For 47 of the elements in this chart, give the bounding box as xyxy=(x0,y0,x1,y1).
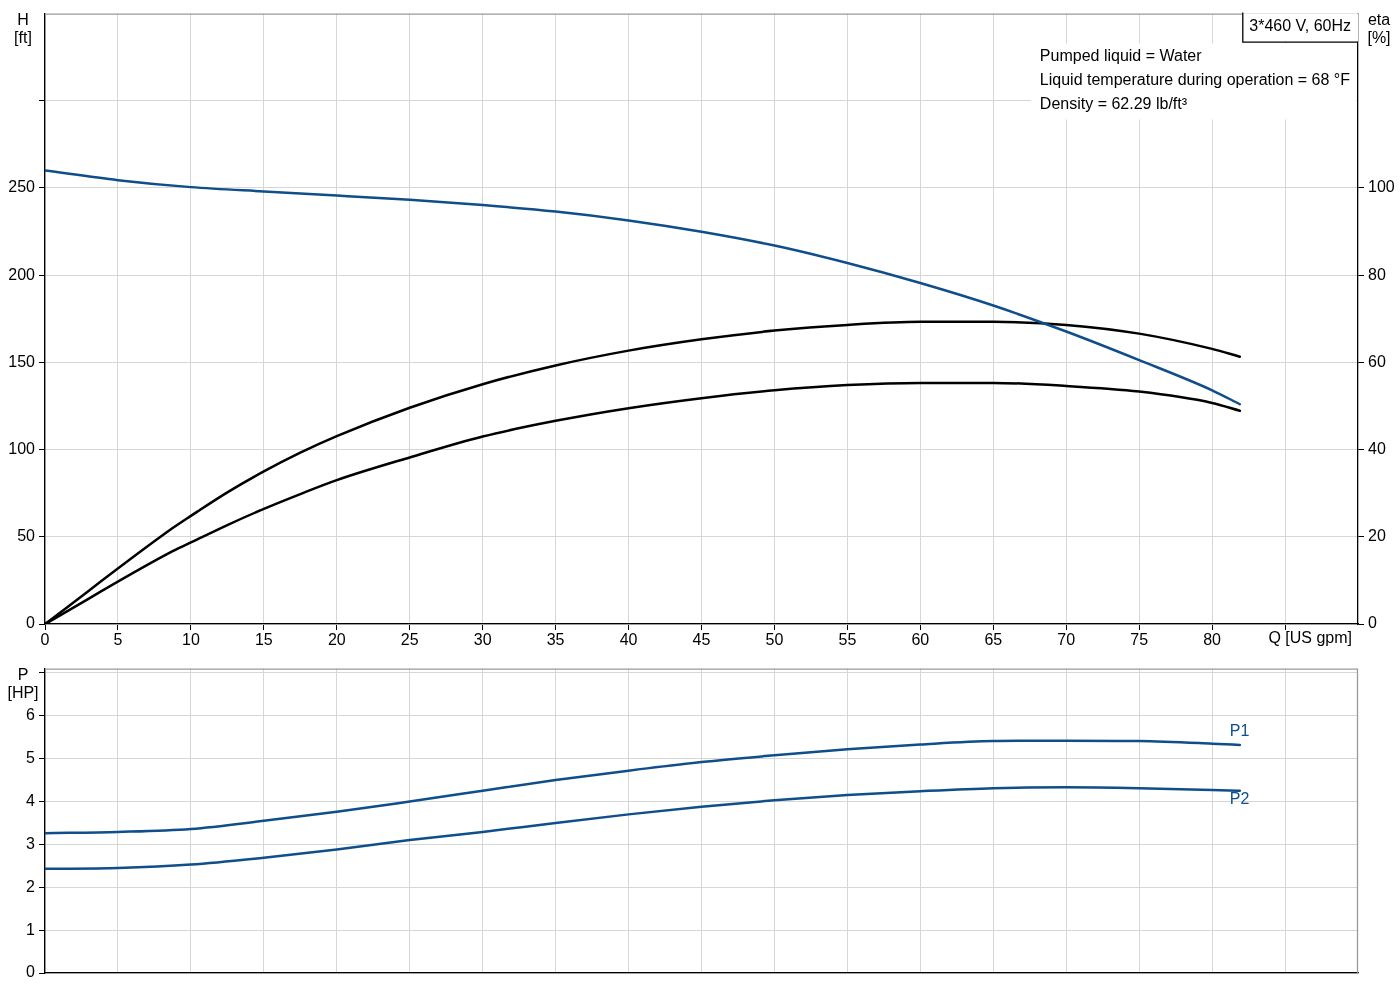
x-tick-label: 45 xyxy=(692,631,711,649)
y2-tick-label: 80 xyxy=(1368,265,1386,283)
x-tick-label: 5 xyxy=(113,631,123,649)
y-tick-label: 0 xyxy=(26,963,36,981)
x-tick-label: 50 xyxy=(765,631,784,649)
x-tick-label: 40 xyxy=(619,631,638,649)
y-tick-label: 50 xyxy=(17,527,36,545)
y-tick-label: 0 xyxy=(26,614,36,632)
y2-tick-label: 40 xyxy=(1368,440,1386,458)
annotation: Density = 62.29 lb/ft³ xyxy=(1039,95,1188,113)
y2-axis-title: eta [%] xyxy=(1367,11,1391,47)
y-tick-label: 4 xyxy=(26,791,36,809)
x-tick-label: 25 xyxy=(400,631,419,649)
annotation: Liquid temperature during operation = 68 °F xyxy=(1039,71,1351,89)
x-tick-label: 30 xyxy=(473,631,492,649)
y-axis-title: H [ft] xyxy=(14,11,32,47)
x-tick-label: 20 xyxy=(327,631,346,649)
x-tick-label: 65 xyxy=(984,631,1003,649)
series-label: P2 xyxy=(1229,790,1250,808)
x-tick-label: 60 xyxy=(911,631,930,649)
y-tick-label: 5 xyxy=(26,749,36,767)
y-tick-label: 150 xyxy=(8,352,36,370)
x-tick-label: 75 xyxy=(1130,631,1149,649)
y-tick-label: 200 xyxy=(8,265,36,283)
x-tick-label: 10 xyxy=(181,631,200,649)
annotation: Pumped liquid = Water xyxy=(1039,47,1203,65)
y-axis-title: P [HP] xyxy=(7,666,39,702)
y-tick-label: 6 xyxy=(26,706,36,724)
line-series xyxy=(45,169,1242,406)
x-tick-label: 80 xyxy=(1203,631,1222,649)
x-axis-title: Q [US gpm] xyxy=(1268,629,1352,647)
y-tick-label: 1 xyxy=(26,920,36,938)
y-tick-label: 100 xyxy=(8,440,36,458)
chart-title: 3*460 V, 60Hz xyxy=(1249,17,1352,35)
y2-tick-label: 20 xyxy=(1368,527,1386,545)
y-tick-label: 250 xyxy=(8,178,36,196)
y2-tick-label: 100 xyxy=(1368,178,1395,196)
y2-tick-label: 0 xyxy=(1368,614,1377,632)
y-tick-label: 2 xyxy=(26,877,36,895)
x-tick-label: 15 xyxy=(254,631,273,649)
x-tick-label: 55 xyxy=(838,631,857,649)
y-tick-label: 3 xyxy=(26,834,36,852)
x-tick-label: 35 xyxy=(546,631,565,649)
x-tick-label: 0 xyxy=(40,631,50,649)
series-label: P1 xyxy=(1229,722,1250,740)
y2-tick-label: 60 xyxy=(1368,352,1386,370)
x-tick-label: 70 xyxy=(1057,631,1076,649)
